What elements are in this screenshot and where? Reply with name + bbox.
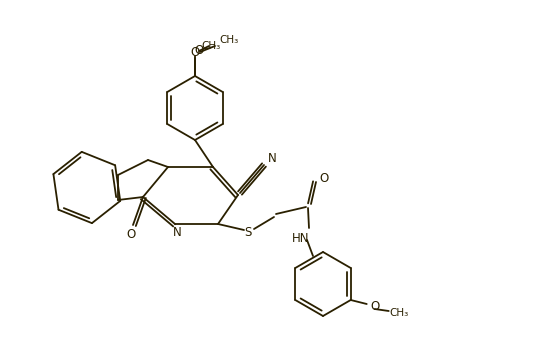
Text: CH₃: CH₃: [201, 41, 221, 51]
Text: HN: HN: [292, 232, 310, 245]
Text: O: O: [319, 171, 329, 184]
Text: O: O: [126, 228, 135, 241]
Text: O: O: [370, 301, 379, 314]
Text: N: N: [173, 225, 181, 238]
Text: N: N: [268, 152, 277, 166]
Text: CH₃: CH₃: [389, 308, 408, 318]
Text: S: S: [244, 225, 252, 238]
Text: O: O: [195, 44, 204, 57]
Text: O: O: [190, 46, 200, 60]
Text: CH₃: CH₃: [220, 35, 239, 45]
